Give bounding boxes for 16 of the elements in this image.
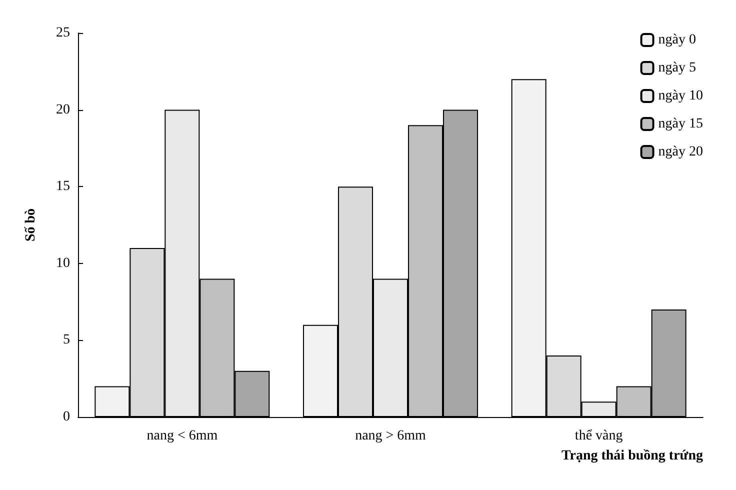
legend-label: ngày 15 bbox=[658, 116, 704, 132]
y-tick-label: 0 bbox=[63, 410, 70, 424]
legend-label: ngày 5 bbox=[658, 60, 696, 76]
x-axis-title: Trạng thái buồng trứng bbox=[561, 448, 703, 464]
y-tick-label: 20 bbox=[56, 102, 70, 118]
legend-label: ngày 10 bbox=[658, 88, 704, 104]
y-tick-label: 15 bbox=[56, 179, 70, 194]
y-tick-label: 5 bbox=[63, 332, 70, 348]
y-axis-title: Số bò bbox=[24, 208, 38, 242]
x-tick-label: thể vàng bbox=[574, 428, 623, 444]
x-tick-label: nang < 6mm bbox=[146, 428, 218, 444]
x-tick-label: nang > 6mm bbox=[355, 428, 426, 444]
y-tick-label: 10 bbox=[56, 256, 70, 271]
legend-label: ngày 0 bbox=[658, 32, 696, 48]
y-tick-label: 25 bbox=[56, 26, 70, 40]
legend-label: ngày 20 bbox=[658, 144, 704, 160]
